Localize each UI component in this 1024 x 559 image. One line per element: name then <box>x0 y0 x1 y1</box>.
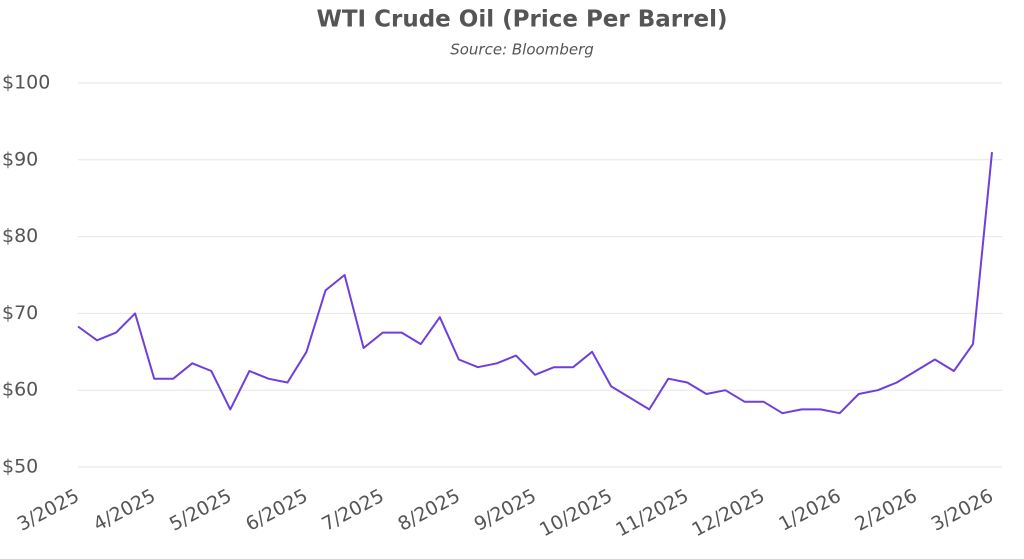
x-tick-label: 10/2025 <box>536 485 616 541</box>
chart-subtitle: Source: Bloomberg <box>450 41 594 59</box>
y-tick-label: $70 <box>2 302 38 324</box>
x-tick-label: 4/2025 <box>90 485 159 536</box>
x-tick-label: 3/2026 <box>928 485 997 536</box>
x-tick-label: 11/2025 <box>612 485 692 541</box>
x-tick-label: 2/2026 <box>851 485 920 536</box>
x-tick-label: 3/2025 <box>14 485 83 536</box>
y-tick-label: $50 <box>2 456 38 478</box>
x-tick-label: 12/2025 <box>688 485 768 541</box>
x-tick-label: 5/2025 <box>166 485 235 536</box>
y-tick-label: $100 <box>2 72 50 94</box>
price-line <box>77 152 993 415</box>
x-tick-label: 9/2025 <box>471 485 540 536</box>
y-tick-label: $90 <box>2 148 38 170</box>
x-tick-label: 1/2026 <box>775 485 844 536</box>
x-tick-label: 7/2025 <box>318 485 387 536</box>
x-tick-label: 6/2025 <box>242 485 311 536</box>
y-tick-label: $60 <box>2 379 38 401</box>
y-tick-label: $80 <box>2 225 38 247</box>
chart-title: WTI Crude Oil (Price Per Barrel) <box>317 7 728 33</box>
x-tick-label: 8/2025 <box>394 485 463 536</box>
